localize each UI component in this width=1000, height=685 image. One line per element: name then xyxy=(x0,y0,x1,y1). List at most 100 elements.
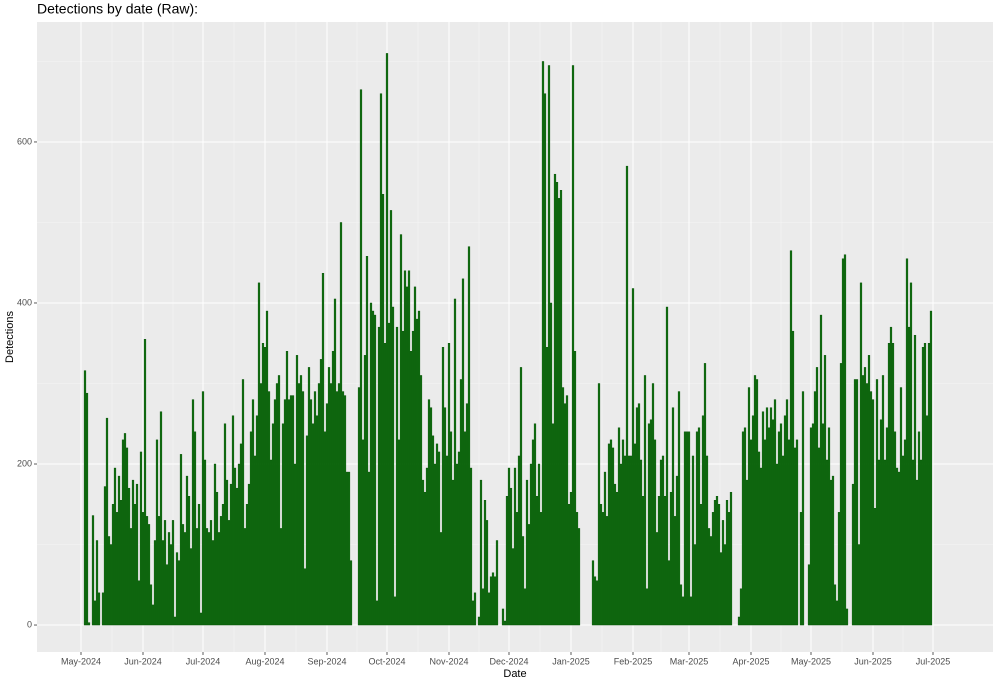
bar xyxy=(125,447,129,626)
bar xyxy=(413,286,417,626)
bar xyxy=(569,491,573,626)
bar xyxy=(227,520,231,626)
bar xyxy=(451,479,455,626)
bar xyxy=(483,500,487,626)
bar xyxy=(551,423,555,626)
bar xyxy=(593,576,597,626)
bar xyxy=(613,483,617,626)
bar xyxy=(541,61,545,626)
bar xyxy=(509,487,513,626)
bar xyxy=(765,407,769,626)
bar xyxy=(501,608,505,626)
bar xyxy=(665,306,669,626)
bar xyxy=(365,256,369,626)
bar xyxy=(681,596,685,626)
bar xyxy=(85,392,89,626)
x-tick-label: Jul-2024 xyxy=(186,656,221,666)
bar xyxy=(429,407,433,626)
bar xyxy=(121,439,125,626)
bar xyxy=(597,383,601,626)
bar xyxy=(905,258,909,626)
bar xyxy=(417,310,421,626)
x-tick-label: Oct-2024 xyxy=(368,656,405,666)
bar xyxy=(647,423,651,626)
bar xyxy=(197,504,201,626)
bar xyxy=(123,433,127,626)
bar xyxy=(859,282,863,626)
x-tick-label: Nov-2024 xyxy=(429,656,468,666)
bar xyxy=(357,387,361,626)
bar xyxy=(841,258,845,626)
bar xyxy=(595,580,599,626)
x-tick-label: Mar-2025 xyxy=(670,656,709,666)
bar xyxy=(667,560,671,626)
bar xyxy=(519,367,523,626)
bar xyxy=(739,588,743,626)
bar xyxy=(489,576,493,626)
bar xyxy=(291,395,295,626)
bar xyxy=(787,439,791,626)
bar xyxy=(303,568,307,626)
bar xyxy=(607,443,611,626)
bar xyxy=(267,391,271,626)
y-axis-title: Detections xyxy=(4,311,16,363)
bar xyxy=(473,592,477,626)
bar xyxy=(131,479,135,626)
bar xyxy=(863,367,867,626)
bar xyxy=(343,395,347,626)
bar xyxy=(523,588,527,626)
bar xyxy=(673,516,677,626)
bar xyxy=(529,463,533,626)
bar xyxy=(833,584,837,626)
bar xyxy=(167,532,171,626)
bar xyxy=(421,479,425,626)
bar xyxy=(625,165,629,626)
bar xyxy=(187,496,191,626)
bar xyxy=(829,479,833,626)
bar xyxy=(215,491,219,626)
bar xyxy=(725,500,729,626)
bar xyxy=(399,234,403,626)
bar xyxy=(677,391,681,626)
bar xyxy=(191,399,195,626)
bar xyxy=(817,447,821,626)
bar xyxy=(307,367,311,626)
bar xyxy=(485,520,489,626)
bar xyxy=(461,278,465,626)
x-tick-label: May-2024 xyxy=(61,656,101,666)
bar xyxy=(207,532,211,626)
bar xyxy=(785,399,789,626)
bar xyxy=(137,580,141,626)
bar xyxy=(101,592,105,626)
bar xyxy=(717,504,721,626)
bar xyxy=(567,504,571,626)
bar xyxy=(385,53,389,626)
bar xyxy=(183,532,187,626)
bar xyxy=(219,516,223,626)
y-tick-label: 600 xyxy=(17,136,32,146)
bar xyxy=(821,423,825,626)
bar xyxy=(157,516,161,626)
bar xyxy=(409,351,413,626)
bar xyxy=(411,330,415,626)
bar xyxy=(883,459,887,626)
bar xyxy=(661,455,665,626)
bar xyxy=(653,439,657,626)
bar xyxy=(321,272,325,626)
bar xyxy=(695,431,699,626)
bar xyxy=(547,65,551,626)
bar xyxy=(629,455,633,626)
bar xyxy=(119,500,123,626)
chart-title: Detections by date (Raw): xyxy=(37,1,198,17)
bar xyxy=(925,415,929,626)
bar xyxy=(463,431,467,626)
bar xyxy=(387,322,391,626)
bar xyxy=(161,540,165,626)
bar xyxy=(145,516,149,626)
bar xyxy=(737,616,741,626)
bar xyxy=(573,351,577,626)
bar xyxy=(893,431,897,626)
bar xyxy=(311,423,315,626)
bar xyxy=(265,310,269,626)
bar xyxy=(835,600,839,626)
